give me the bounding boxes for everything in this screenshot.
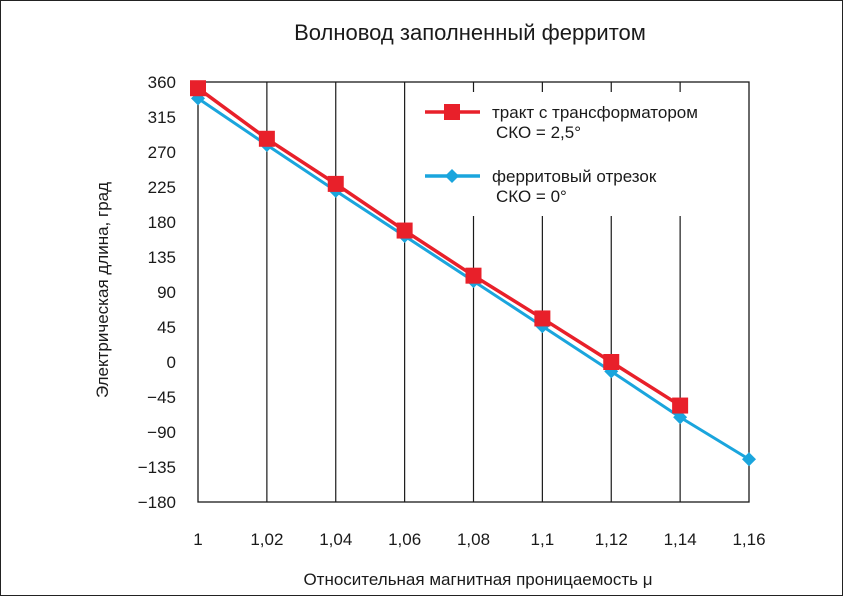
series-point <box>603 354 620 370</box>
y-tick-label: 225 <box>148 178 176 197</box>
x-axis-label: Относительная магнитная проницаемость μ <box>303 570 652 589</box>
legend-label: ферритовый отрезок <box>492 167 657 186</box>
x-tick-label: 1,02 <box>250 530 283 549</box>
chart-title: Волновод заполненный ферритом <box>294 20 646 45</box>
series-point <box>190 80 206 97</box>
legend-note: СКО = 0° <box>496 187 567 206</box>
series-1 <box>190 80 689 414</box>
x-tick-label: 1,12 <box>595 530 628 549</box>
y-tick-label: 270 <box>148 143 176 162</box>
y-tick-label: 90 <box>157 283 176 302</box>
series-point <box>465 267 482 284</box>
y-tick-label: 315 <box>148 108 176 127</box>
y-tick-label: −90 <box>147 423 176 442</box>
series-layer <box>190 80 756 467</box>
series-point <box>258 130 275 147</box>
series-point <box>444 104 460 120</box>
series-point <box>673 410 688 425</box>
series-point <box>445 169 459 183</box>
series-point <box>742 452 756 467</box>
y-tick-label: −45 <box>147 388 176 407</box>
series-line <box>196 86 682 408</box>
series-point <box>672 397 689 414</box>
legend-note: СКО = 2,5° <box>496 123 581 142</box>
legend-label: тракт с трансформатором <box>492 103 698 122</box>
series-point <box>534 310 551 327</box>
y-tick-label: 180 <box>148 213 176 232</box>
y-tick-label: 45 <box>157 318 176 337</box>
y-axis-label: Электрическая длина, град <box>93 182 112 398</box>
x-tick-label: 1,04 <box>319 530 352 549</box>
x-tick-label: 1,14 <box>664 530 697 549</box>
y-tick-label: 0 <box>167 353 176 372</box>
x-tick-label: 1,1 <box>531 530 555 549</box>
x-tick-label: 1,06 <box>388 530 421 549</box>
tick-labels: 360 315 270 225 180 135 90 45 0 −45 −90 −135 −180 1 1,… <box>138 73 766 549</box>
series-point <box>396 222 413 239</box>
series-point <box>327 175 344 192</box>
y-tick-label: 360 <box>148 73 176 92</box>
x-tick-label: 1,16 <box>732 530 765 549</box>
x-tick-label: 1 <box>193 530 202 549</box>
y-tick-label: −135 <box>138 458 176 477</box>
y-tick-label: −180 <box>138 493 176 512</box>
x-tick-label: 1,08 <box>457 530 490 549</box>
plot-area <box>197 81 750 503</box>
y-tick-label: 135 <box>148 248 176 267</box>
